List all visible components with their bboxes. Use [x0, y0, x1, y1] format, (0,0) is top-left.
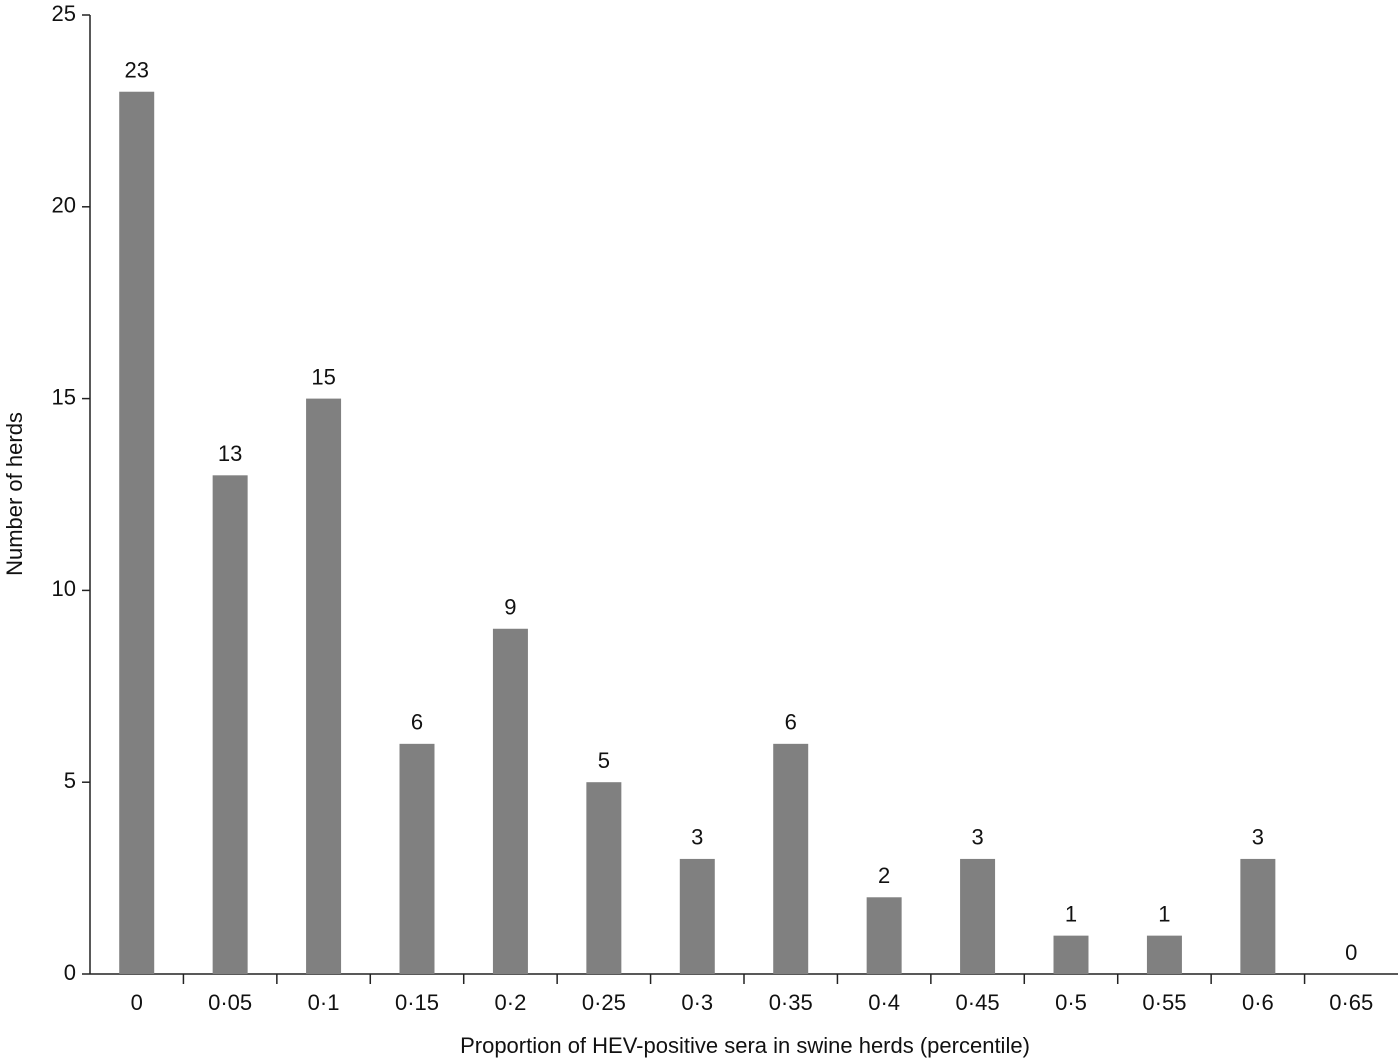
data-label: 15 [311, 364, 335, 389]
x-tick-label: 0·15 [395, 990, 439, 1015]
data-label: 1 [1065, 901, 1077, 926]
bar [679, 858, 715, 974]
x-tick-label: 0·2 [495, 990, 527, 1015]
x-tick-label: 0·05 [208, 990, 252, 1015]
bar [586, 782, 622, 974]
bar [866, 897, 902, 974]
x-tick-label: 0·4 [868, 990, 900, 1015]
data-label: 23 [124, 58, 148, 83]
bar [212, 475, 248, 974]
bar [399, 743, 435, 974]
x-tick-label: 0·55 [1142, 990, 1186, 1015]
x-tick-label: 0·25 [582, 990, 626, 1015]
data-label: 1 [1158, 901, 1170, 926]
bar [1146, 935, 1182, 974]
bar [960, 858, 996, 974]
bar [119, 91, 155, 975]
bar [773, 743, 809, 974]
bar [306, 398, 342, 975]
x-tick-label: 0 [131, 990, 143, 1015]
data-label: 5 [598, 748, 610, 773]
y-tick-label: 0 [64, 960, 76, 985]
data-label: 9 [504, 595, 516, 620]
bar [1240, 858, 1276, 974]
data-label: 0 [1345, 940, 1357, 965]
x-tick-label: 0·6 [1242, 990, 1274, 1015]
x-tick-label: 0·45 [956, 990, 1000, 1015]
x-tick-label: 0·35 [769, 990, 813, 1015]
data-label: 6 [411, 710, 423, 735]
bar [1053, 935, 1089, 974]
x-axis-label: Proportion of HEV-positive sera in swine… [460, 1033, 1030, 1058]
y-tick-label: 25 [52, 1, 76, 26]
y-tick-label: 10 [52, 576, 76, 601]
data-label: 3 [971, 825, 983, 850]
bar [492, 628, 528, 974]
y-axis-label: Number of herds [2, 412, 27, 576]
x-tick-label: 0·1 [308, 990, 340, 1015]
data-label: 3 [1252, 825, 1264, 850]
y-tick-label: 15 [52, 384, 76, 409]
data-label: 13 [218, 441, 242, 466]
y-tick-label: 20 [52, 193, 76, 218]
data-label: 3 [691, 825, 703, 850]
x-tick-label: 0·65 [1329, 990, 1373, 1015]
x-tick-label: 0·5 [1055, 990, 1087, 1015]
x-tick-label: 0·3 [681, 990, 713, 1015]
data-label: 6 [785, 710, 797, 735]
data-label: 2 [878, 863, 890, 888]
y-tick-label: 5 [64, 768, 76, 793]
